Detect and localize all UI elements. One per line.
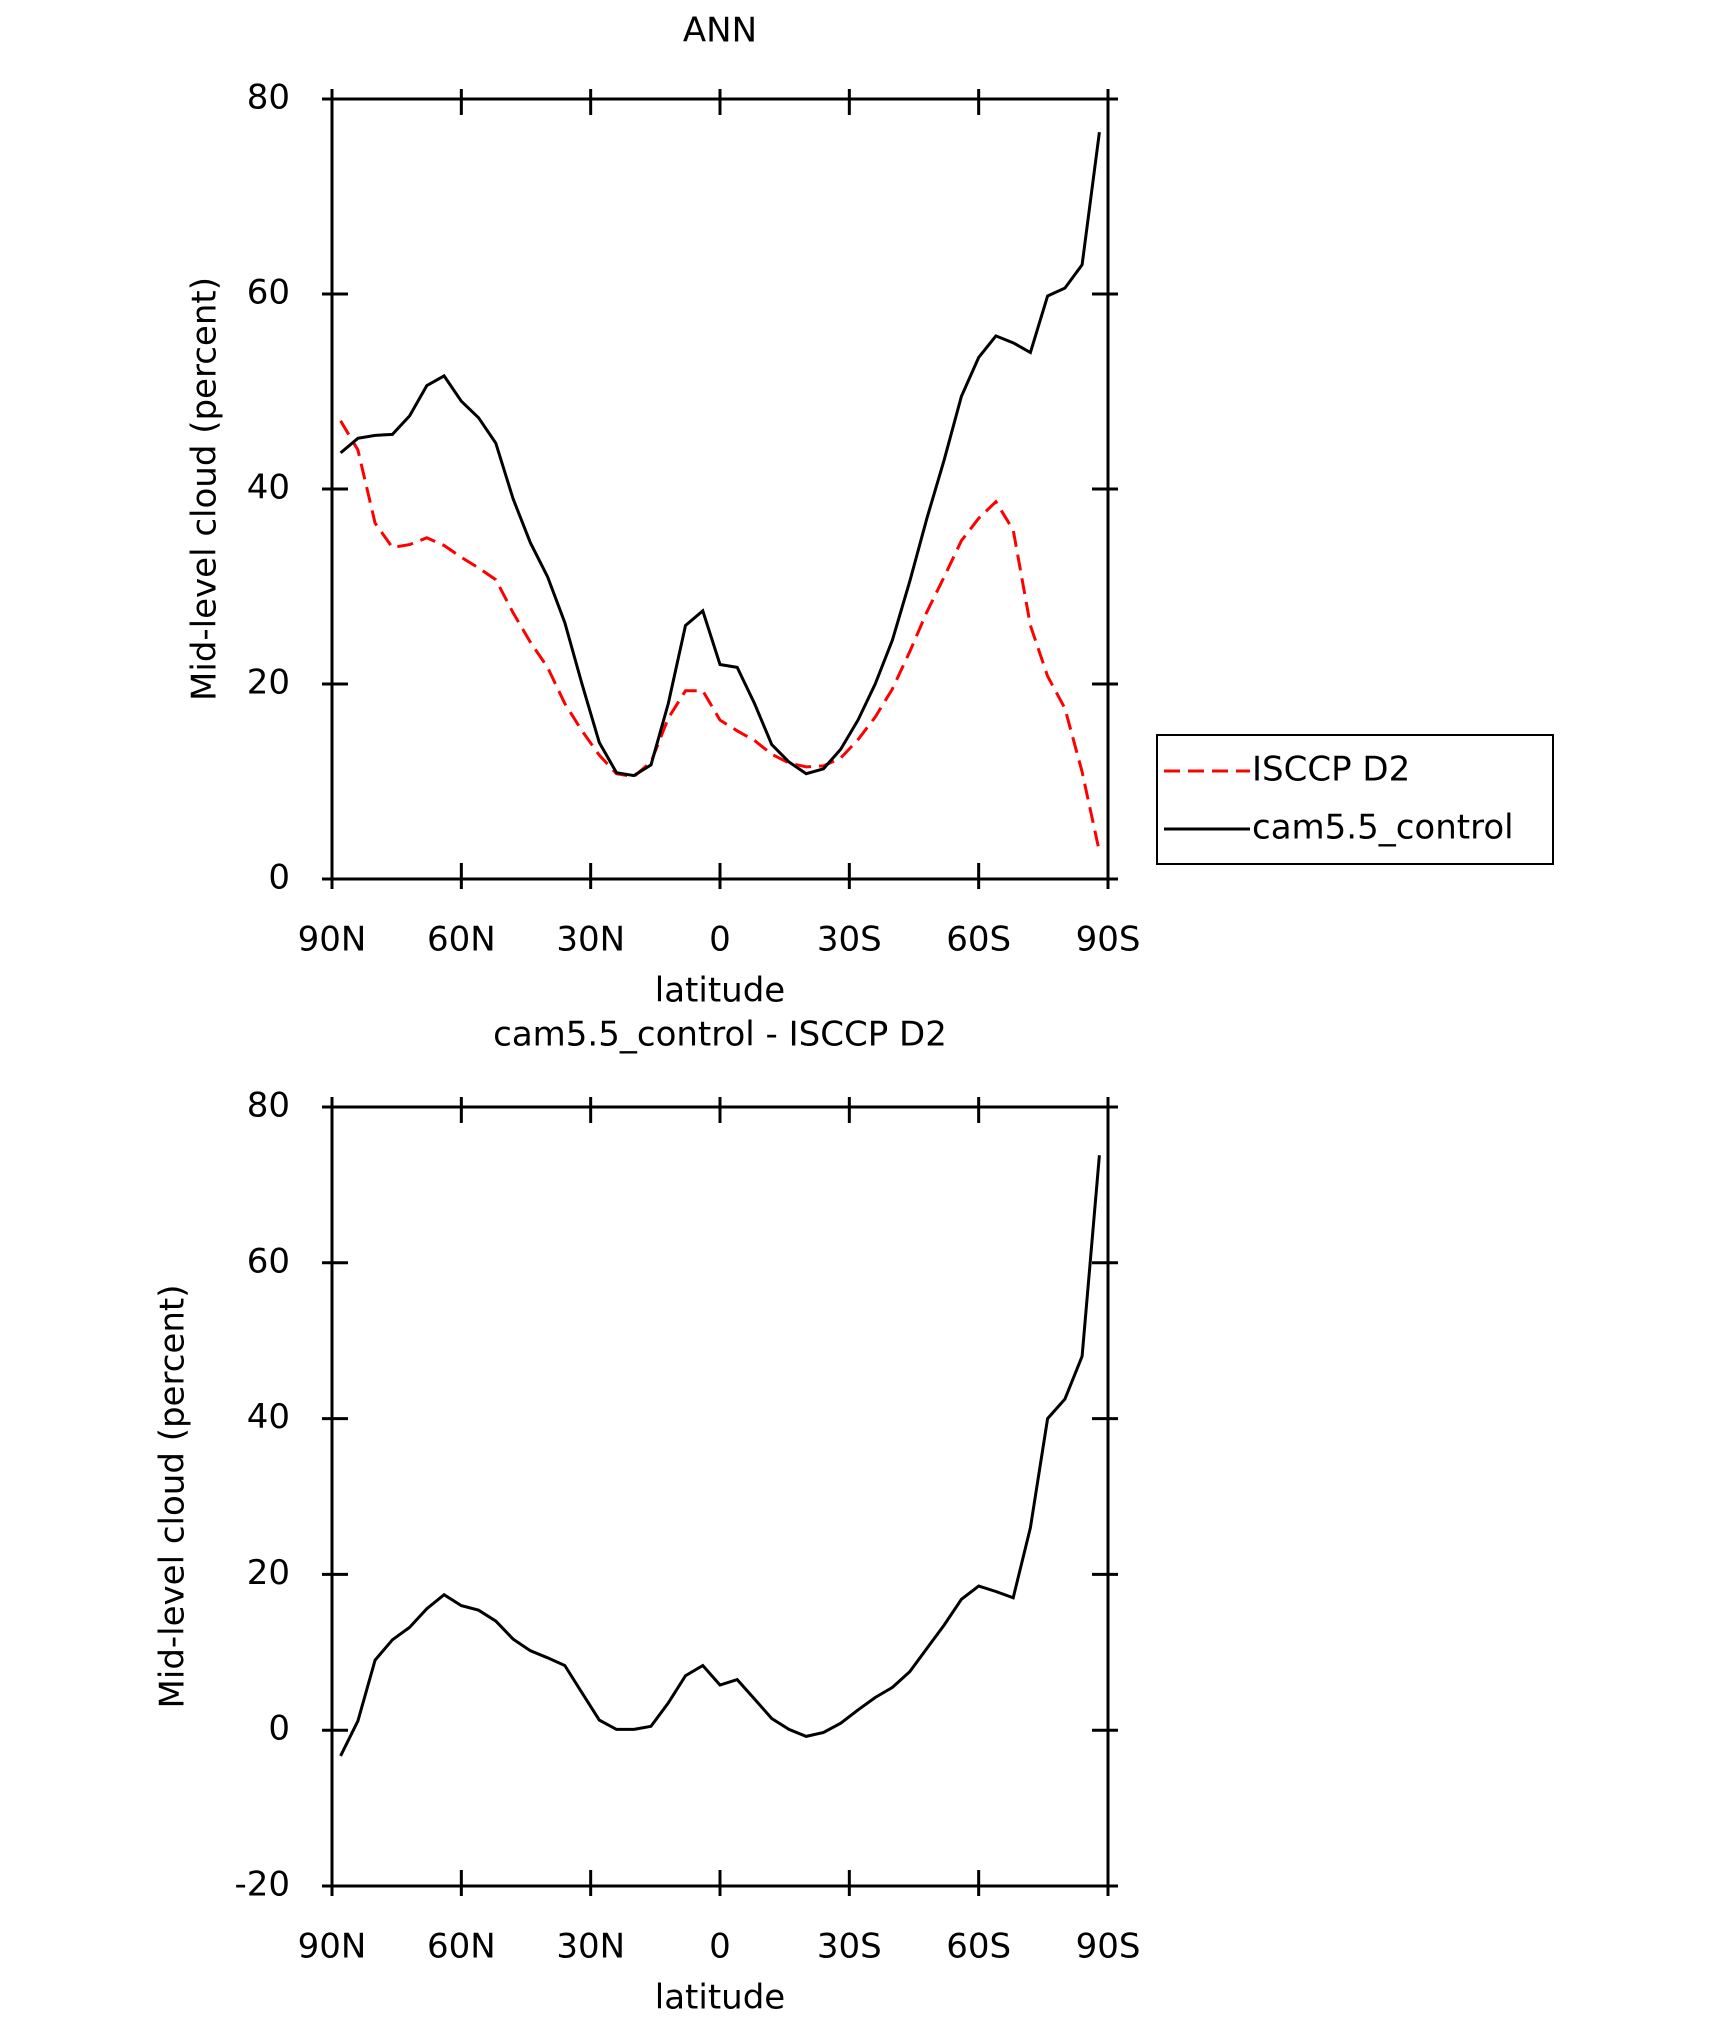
- data-line: [339, 1155, 1101, 1757]
- plot-frame: [330, 97, 1110, 881]
- x-tick-label: 30N: [556, 1927, 625, 1967]
- y-tick-label: 0: [268, 858, 290, 898]
- y-tick-label: 60: [247, 1241, 290, 1281]
- y-axis-label: Mid-level cloud (percent): [185, 277, 225, 701]
- plot-frame: [330, 1105, 1110, 1888]
- x-tick-label: 60S: [946, 1927, 1011, 1967]
- x-tick-label: 60N: [427, 920, 496, 960]
- y-tick-label: -20: [234, 1865, 290, 1905]
- x-tick-label: 90S: [1076, 1927, 1141, 1967]
- y-tick-label: 0: [268, 1709, 290, 1749]
- y-tick-label: 80: [247, 1086, 290, 1126]
- legend-box: [1156, 734, 1554, 865]
- x-axis-label: latitude: [655, 1978, 785, 2018]
- x-tick-label: 90N: [298, 1927, 367, 1967]
- x-axis-label: latitude: [655, 971, 785, 1011]
- y-tick-label: 80: [247, 78, 290, 118]
- legend-label: cam5.5_control: [1252, 808, 1514, 848]
- y-tick-label: 20: [247, 1553, 290, 1593]
- y-axis-label: Mid-level cloud (percent): [153, 1285, 193, 1709]
- x-tick-label: 90S: [1076, 920, 1141, 960]
- x-tick-label: 90N: [298, 920, 367, 960]
- x-tick-label: 0: [709, 1927, 731, 1967]
- chart-title: ANN: [683, 11, 757, 51]
- data-line: [339, 420, 1101, 853]
- y-tick-label: 60: [247, 273, 290, 313]
- x-tick-label: 60S: [946, 920, 1011, 960]
- x-tick-label: 30N: [556, 920, 625, 960]
- y-tick-label: 40: [247, 468, 290, 508]
- x-tick-label: 0: [709, 920, 731, 960]
- x-tick-label: 30S: [817, 920, 882, 960]
- y-tick-label: 20: [247, 663, 290, 703]
- legend-label: ISCCP D2: [1252, 750, 1410, 790]
- chart-title: cam5.5_control - ISCCP D2: [493, 1015, 947, 1055]
- y-tick-label: 40: [247, 1397, 290, 1437]
- x-tick-label: 30S: [817, 1927, 882, 1967]
- data-line: [339, 132, 1101, 778]
- x-tick-label: 60N: [427, 1927, 496, 1967]
